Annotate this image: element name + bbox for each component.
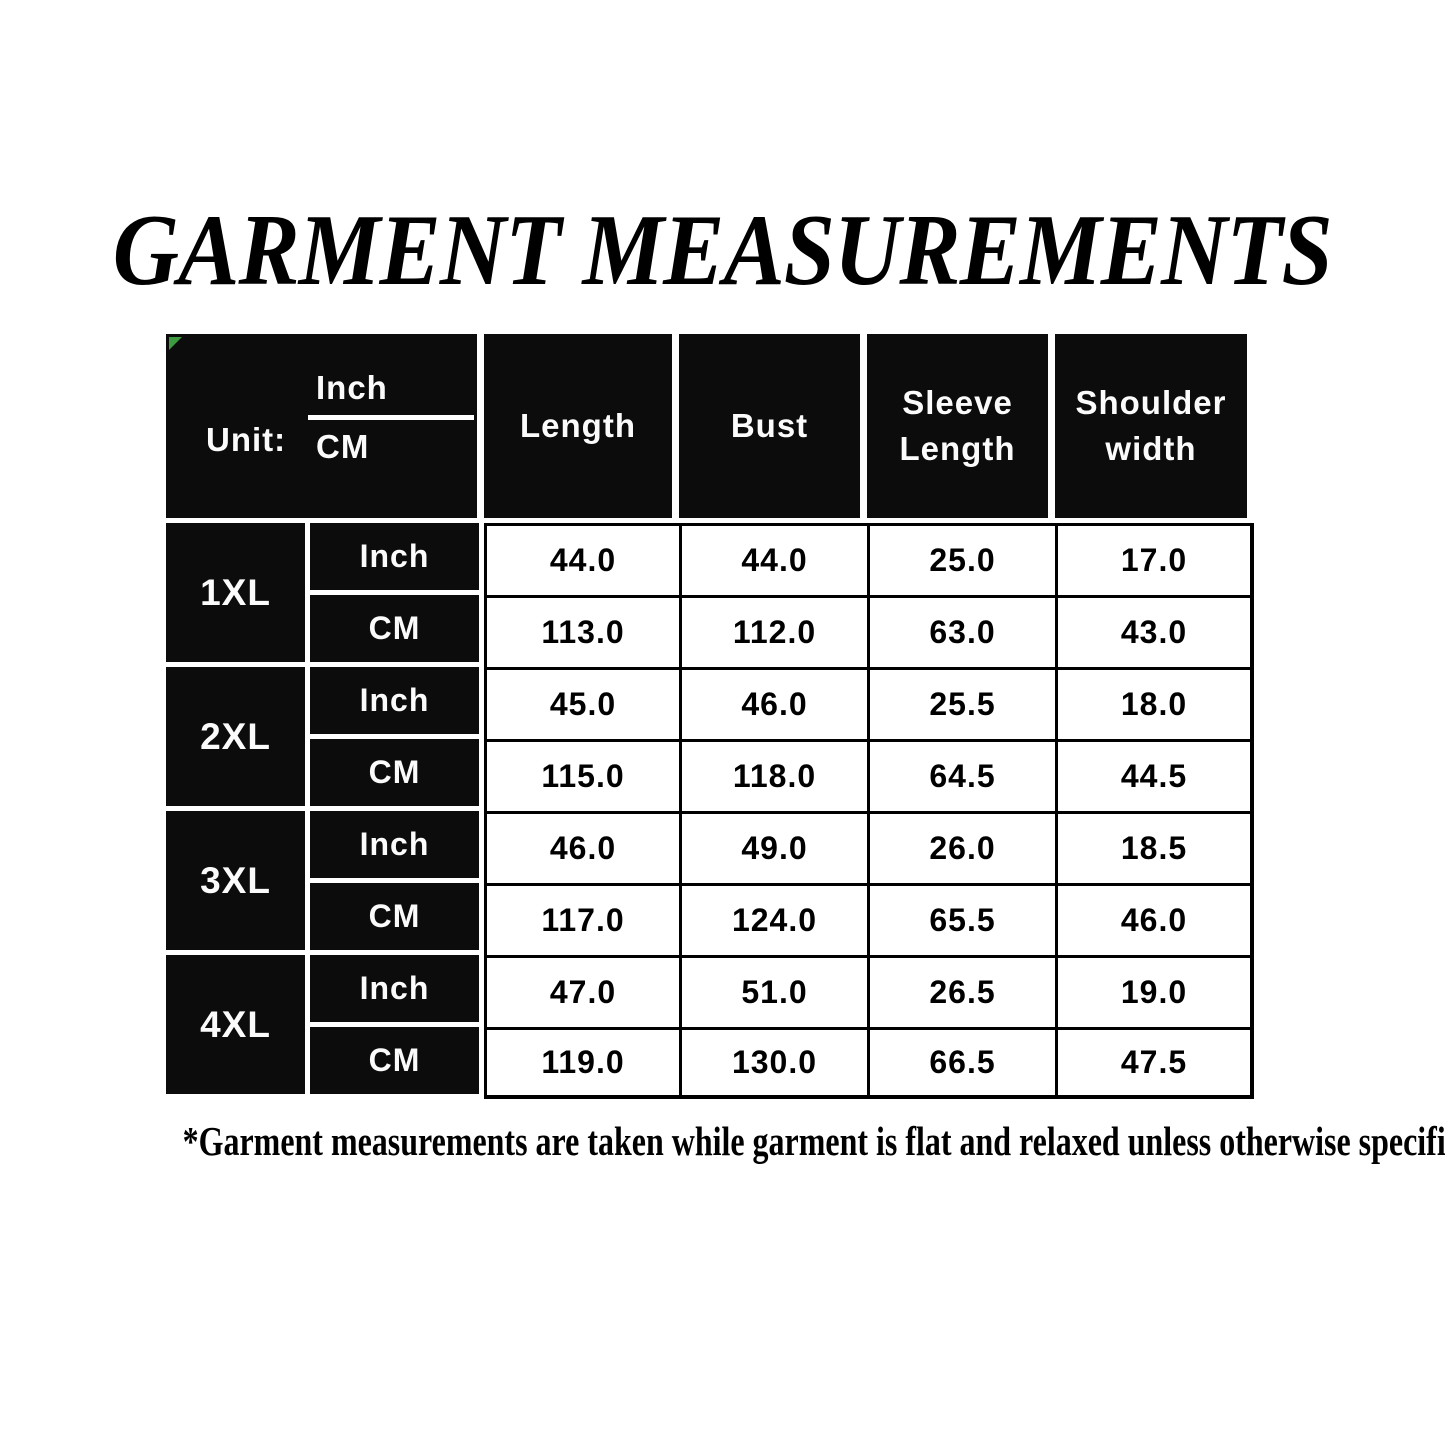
unit-header-inch: Inch — [316, 368, 388, 406]
column-header-bust: Bust — [679, 334, 867, 523]
cell-1xl-cm-shoulder: 43.0 — [1055, 595, 1254, 667]
column-header-length: Length — [484, 334, 679, 523]
cell-4xl-cm-bust: 130.0 — [679, 1027, 867, 1099]
unit-row-label: Inch — [310, 811, 484, 883]
cell-1xl-inch-bust: 44.0 — [679, 523, 867, 595]
cell-1xl-cm-bust: 112.0 — [679, 595, 867, 667]
unit-row-label: CM — [310, 595, 484, 667]
cell-1xl-cm-sleeve: 63.0 — [867, 595, 1055, 667]
cell-2xl-cm-sleeve: 64.5 — [867, 739, 1055, 811]
cell-4xl-inch-bust: 51.0 — [679, 955, 867, 1027]
unit-header-cell: Inch Unit: CM — [166, 334, 484, 523]
unit-row-label: CM — [310, 739, 484, 811]
size-label-4xl: 4XL — [166, 955, 310, 1099]
cell-4xl-cm-sleeve: 66.5 — [867, 1027, 1055, 1099]
cell-1xl-inch-shoulder: 17.0 — [1055, 523, 1254, 595]
excel-corner-marker-icon — [169, 337, 182, 350]
cell-4xl-inch-sleeve: 26.5 — [867, 955, 1055, 1027]
cell-3xl-cm-length: 117.0 — [484, 883, 679, 955]
unit-row-label: Inch — [310, 667, 484, 739]
cell-1xl-cm-length: 113.0 — [484, 595, 679, 667]
cell-4xl-inch-shoulder: 19.0 — [1055, 955, 1254, 1027]
cell-3xl-cm-shoulder: 46.0 — [1055, 883, 1254, 955]
unit-header-grid: Inch Unit: CM — [166, 369, 477, 466]
cell-2xl-cm-shoulder: 44.5 — [1055, 739, 1254, 811]
page-title-container: GARMENT MEASUREMENTS — [0, 200, 1445, 302]
unit-row-label: CM — [310, 1027, 484, 1099]
cell-3xl-cm-bust: 124.0 — [679, 883, 867, 955]
cell-3xl-inch-sleeve: 26.0 — [867, 811, 1055, 883]
cell-1xl-inch-length: 44.0 — [484, 523, 679, 595]
size-label-1xl: 1XL — [166, 523, 310, 667]
size-label-2xl: 2XL — [166, 667, 310, 811]
cell-2xl-inch-length: 45.0 — [484, 667, 679, 739]
footnote-container: *Garment measurements are taken while ga… — [0, 1118, 1445, 1164]
page-title: GARMENT MEASUREMENTS — [112, 194, 1333, 307]
cell-4xl-cm-length: 119.0 — [484, 1027, 679, 1099]
cell-3xl-cm-sleeve: 65.5 — [867, 883, 1055, 955]
unit-row-label: CM — [310, 883, 484, 955]
garment-measurements-table: Inch Unit: CM Length Bust Sleeve Length … — [166, 334, 1254, 1099]
cell-2xl-inch-sleeve: 25.5 — [867, 667, 1055, 739]
column-header-sleeve-length: Sleeve Length — [867, 334, 1055, 523]
unit-header-cm: CM — [308, 414, 474, 466]
cell-2xl-cm-length: 115.0 — [484, 739, 679, 811]
cell-2xl-cm-bust: 118.0 — [679, 739, 867, 811]
unit-header-label: Unit: — [206, 421, 287, 458]
cell-4xl-inch-length: 47.0 — [484, 955, 679, 1027]
unit-row-label: Inch — [310, 523, 484, 595]
cell-2xl-inch-bust: 46.0 — [679, 667, 867, 739]
cell-2xl-inch-shoulder: 18.0 — [1055, 667, 1254, 739]
cell-1xl-inch-sleeve: 25.0 — [867, 523, 1055, 595]
cell-3xl-inch-bust: 49.0 — [679, 811, 867, 883]
cell-4xl-cm-shoulder: 47.5 — [1055, 1027, 1254, 1099]
size-label-3xl: 3XL — [166, 811, 310, 955]
cell-3xl-inch-shoulder: 18.5 — [1055, 811, 1254, 883]
column-header-shoulder-width: Shoulder width — [1055, 334, 1254, 523]
footnote-text: *Garment measurements are taken while ga… — [182, 1118, 1445, 1164]
unit-row-label: Inch — [310, 955, 484, 1027]
cell-3xl-inch-length: 46.0 — [484, 811, 679, 883]
